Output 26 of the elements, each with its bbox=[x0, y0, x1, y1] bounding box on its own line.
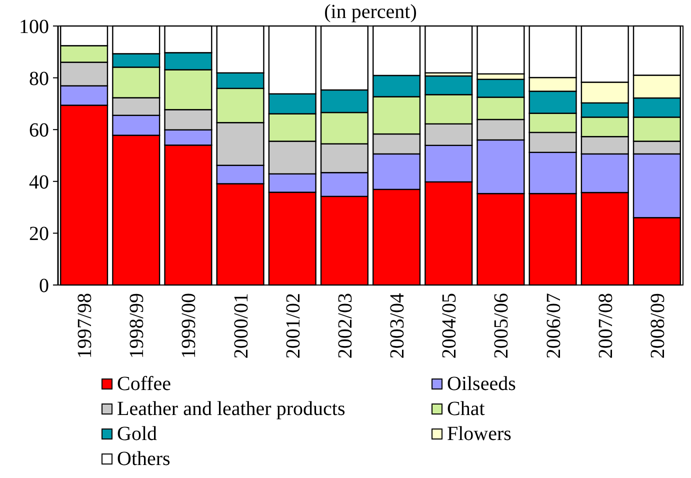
x-tick-label: 2005/06 bbox=[490, 293, 513, 359]
y-tick-label: 20 bbox=[29, 223, 49, 246]
legend-label: Leather and leather products bbox=[117, 398, 346, 420]
x-tick-label: 1997/98 bbox=[74, 293, 96, 359]
legend-label: Chat bbox=[447, 398, 486, 420]
legend-label: Oilseeds bbox=[447, 373, 516, 395]
chart-title: (in percent) bbox=[324, 1, 417, 23]
x-tick-label: 2001/02 bbox=[282, 293, 304, 359]
legend-label: Flowers bbox=[447, 423, 512, 445]
x-tick-label: 2004/05 bbox=[438, 293, 461, 359]
x-tick-label: 1998/99 bbox=[126, 293, 148, 359]
y-tick-label: 100 bbox=[19, 16, 49, 38]
x-tick-label: 2007/08 bbox=[594, 293, 617, 359]
x-tick-label: 2002/03 bbox=[334, 293, 356, 359]
x-tick-label: 2000/01 bbox=[230, 293, 252, 359]
y-tick-label: 60 bbox=[29, 120, 49, 142]
x-tick-label: 1999/00 bbox=[178, 293, 200, 359]
x-tick-label: 2003/04 bbox=[386, 293, 409, 359]
y-tick-label: 80 bbox=[29, 68, 49, 90]
legend-label: Others bbox=[117, 448, 171, 470]
y-tick-label: 0 bbox=[39, 275, 49, 297]
legend-label: Coffee bbox=[117, 373, 172, 395]
x-tick-label: 2006/07 bbox=[542, 293, 565, 359]
x-tick-label: 2008/09 bbox=[646, 293, 669, 359]
y-tick-label: 40 bbox=[29, 171, 49, 194]
legend-label: Gold bbox=[117, 423, 157, 445]
